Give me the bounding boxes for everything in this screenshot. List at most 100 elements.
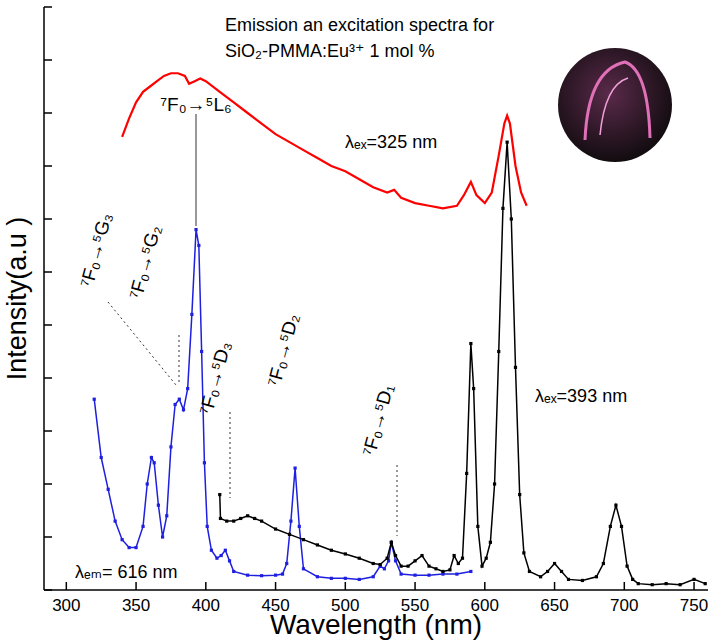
data-point [220, 554, 223, 557]
data-point [651, 583, 654, 586]
data-point [203, 461, 206, 464]
data-point [330, 577, 333, 580]
x-tick [135, 582, 137, 590]
data-point [157, 504, 160, 507]
data-point [510, 217, 513, 220]
data-point [330, 549, 333, 552]
y-tick [44, 6, 52, 8]
data-point [546, 570, 549, 573]
data-point [637, 582, 640, 585]
data-point [274, 574, 277, 577]
series-label: λₑₓ=325 nm [345, 132, 437, 152]
data-point [169, 445, 172, 448]
y-tick [44, 430, 52, 432]
data-point [93, 398, 96, 401]
chart: 300350400450500550600650700750Wavelength… [0, 0, 717, 642]
data-point [602, 562, 605, 565]
data-point [427, 574, 430, 577]
data-point [518, 493, 521, 496]
inset-glow [585, 62, 650, 140]
x-tick [205, 582, 207, 590]
x-tick-label: 650 [540, 596, 568, 615]
subtitle: SiO₂-PMMA:Eu³⁺ 1 mol % [225, 41, 435, 61]
data-point [178, 398, 181, 401]
data-point [522, 551, 525, 554]
data-point [394, 554, 397, 557]
data-point [560, 570, 563, 573]
data-point [485, 557, 488, 560]
data-point [506, 141, 509, 144]
data-point [400, 565, 403, 568]
data-point [413, 574, 416, 577]
data-point [567, 578, 570, 581]
data-point [228, 559, 231, 562]
y-tick [44, 218, 52, 220]
y-tick [44, 324, 52, 326]
data-point [501, 207, 504, 210]
data-point [260, 574, 263, 577]
data-point [420, 554, 423, 557]
x-tick [275, 582, 277, 590]
data-point [553, 562, 556, 565]
x-tick-label: 700 [610, 596, 638, 615]
x-tick-label: 300 [52, 596, 80, 615]
annotation: ⁷F₀→⁵D₃ [195, 339, 235, 417]
data-point [107, 488, 110, 491]
data-point [114, 520, 117, 523]
data-point [190, 313, 193, 316]
data-point [153, 461, 156, 464]
data-point [581, 579, 584, 582]
data-point [344, 577, 347, 580]
data-point [620, 525, 623, 528]
y-tick [44, 536, 52, 538]
data-point [344, 552, 347, 555]
inset-photo [558, 48, 672, 162]
annotation-leader [179, 335, 180, 385]
y-tick [44, 483, 52, 485]
series [122, 73, 527, 208]
data-point [476, 525, 479, 528]
data-point [146, 482, 149, 485]
data-point [298, 525, 301, 528]
annotation-leader [108, 302, 176, 385]
data-point [281, 573, 284, 576]
data-point [539, 575, 542, 578]
data-point [358, 578, 361, 581]
y-tick [44, 271, 52, 273]
y-tick [44, 59, 52, 61]
data-point [316, 575, 319, 578]
data-point [455, 573, 458, 576]
data-point [288, 533, 291, 536]
data-point [609, 525, 612, 528]
axes: 300350400450500550600650700750 [44, 7, 708, 615]
page: {"chart_data": { "type": "line", "title"… [0, 0, 717, 642]
data-point [121, 538, 124, 541]
data-point [390, 541, 393, 544]
data-point [390, 541, 393, 544]
series-label: λₑₘ= 616 nm [75, 562, 177, 582]
inset-circle [558, 48, 672, 162]
x-tick-label: 350 [122, 596, 150, 615]
data-point [372, 562, 375, 565]
data-point [453, 554, 456, 557]
data-point [448, 568, 451, 571]
data-point [218, 493, 221, 496]
data-point [219, 517, 222, 520]
data-point [465, 472, 468, 475]
data-point [174, 403, 177, 406]
data-point [461, 557, 464, 560]
data-point [246, 514, 249, 517]
x-axis-title: Wavelength (nm) [270, 609, 482, 640]
y-tick [44, 377, 52, 379]
data-point [206, 525, 209, 528]
y-tick [44, 112, 52, 114]
inset-glow [600, 78, 628, 135]
annotation: ⁷F₀→⁵D₁ [358, 382, 397, 458]
series-line [220, 142, 705, 585]
data-point [134, 546, 137, 549]
data-point [413, 559, 416, 562]
data-point [316, 543, 319, 546]
annotation: ⁷F₀→⁵D₂ [263, 311, 303, 388]
data-point [289, 520, 292, 523]
data-point [704, 582, 707, 585]
